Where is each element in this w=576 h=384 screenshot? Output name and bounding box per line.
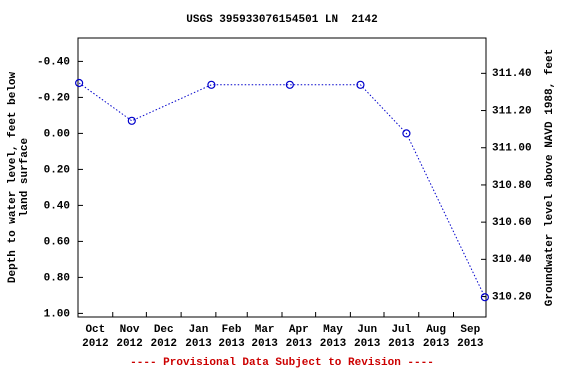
- x-tick-label-line: 2013: [320, 338, 347, 350]
- y-tick-label: 0.80: [44, 272, 70, 284]
- x-tick-label: Oct 2012: [82, 324, 108, 350]
- y-axis-label-line: Depth to water level, feet below: [7, 71, 19, 283]
- y-tick-label: 0.20: [44, 164, 70, 176]
- y2-tick-label: 310.80: [492, 180, 532, 192]
- y2-tick-label: 310.40: [492, 254, 532, 266]
- x-tick-label: Sep 2013: [457, 324, 484, 350]
- y2-tick-label: 310.60: [492, 217, 532, 229]
- y-tick-label: 0.00: [44, 128, 70, 140]
- x-tick-label-line: Nov: [120, 324, 140, 336]
- x-tick-label: Nov 2012: [116, 324, 142, 350]
- x-tick-label-line: 2012: [116, 338, 142, 350]
- x-tick-label-line: Jun: [357, 324, 377, 336]
- x-tick-label: Apr 2013: [286, 324, 313, 350]
- data-point: [480, 293, 489, 302]
- x-tick-label-line: 2013: [354, 338, 381, 350]
- x-tick-label: Dec 2012: [151, 324, 177, 350]
- y-tick-label: 1.00: [44, 308, 70, 320]
- footnote: ---- Provisional Data Subject to Revisio…: [130, 357, 434, 369]
- chart-title: USGS 395933076154501 LN 2142: [186, 14, 377, 26]
- x-tick-label-line: 2013: [218, 338, 245, 350]
- data-point: [356, 80, 365, 89]
- x-tick-label-line: Oct: [85, 324, 105, 336]
- data-point: [402, 129, 411, 138]
- x-tick-label-line: 2013: [388, 338, 415, 350]
- y-axis-label-line: land surface: [19, 137, 31, 217]
- y-axis-label: Depth to water level, feet belowland sur…: [7, 71, 31, 283]
- data-point: [207, 80, 216, 89]
- x-tick-label-line: Aug: [426, 324, 446, 336]
- x-tick-label: Aug 2013: [423, 324, 450, 350]
- x-tick-label-line: 2012: [82, 338, 108, 350]
- data-line: [78, 82, 486, 298]
- y-tick-label: -0.20: [37, 92, 70, 104]
- data-point: [75, 78, 84, 88]
- x-tick-label-line: 2012: [151, 338, 177, 350]
- x-tick-label-line: May: [323, 324, 343, 336]
- y-tick-label: -0.40: [37, 56, 70, 68]
- x-tick-label-line: Feb: [222, 324, 242, 336]
- data-point: [285, 80, 294, 89]
- y2-tick-label: 311.00: [492, 143, 532, 155]
- x-tick-label-line: 2013: [457, 338, 484, 350]
- x-tick-label-line: Mar: [255, 324, 275, 336]
- x-tick-label-line: 2013: [185, 338, 212, 350]
- x-tick-label-line: Jan: [189, 324, 209, 336]
- y-tick-label: 0.60: [44, 236, 70, 248]
- y-tick-label: 0.40: [44, 200, 70, 212]
- plot-frame: [77, 37, 487, 318]
- x-tick-label-line: Dec: [154, 324, 174, 336]
- x-tick-label-line: 2013: [423, 338, 450, 350]
- y2-tick-label: 311.20: [492, 105, 532, 117]
- x-tick-label-line: 2013: [286, 338, 313, 350]
- x-tick-label: May 2013: [320, 324, 347, 350]
- x-tick-label: Feb 2013: [218, 324, 245, 350]
- x-tick-label: Jan 2013: [185, 324, 212, 350]
- x-tick-label: Jun 2013: [354, 324, 381, 350]
- x-tick-label-line: Jul: [391, 324, 411, 336]
- x-tick-label: Jul 2013: [388, 324, 415, 350]
- y2-tick-label: 311.40: [492, 68, 532, 80]
- x-tick-label: Mar 2013: [251, 324, 278, 350]
- x-tick-label-line: 2013: [251, 338, 278, 350]
- y2-tick-label: 310.20: [492, 291, 532, 303]
- data-point: [127, 116, 136, 125]
- x-tick-label-line: Sep: [460, 324, 480, 336]
- x-tick-label-line: Apr: [289, 324, 309, 336]
- y2-axis-label: Groundwater level above NAVD 1988, feet: [544, 49, 556, 306]
